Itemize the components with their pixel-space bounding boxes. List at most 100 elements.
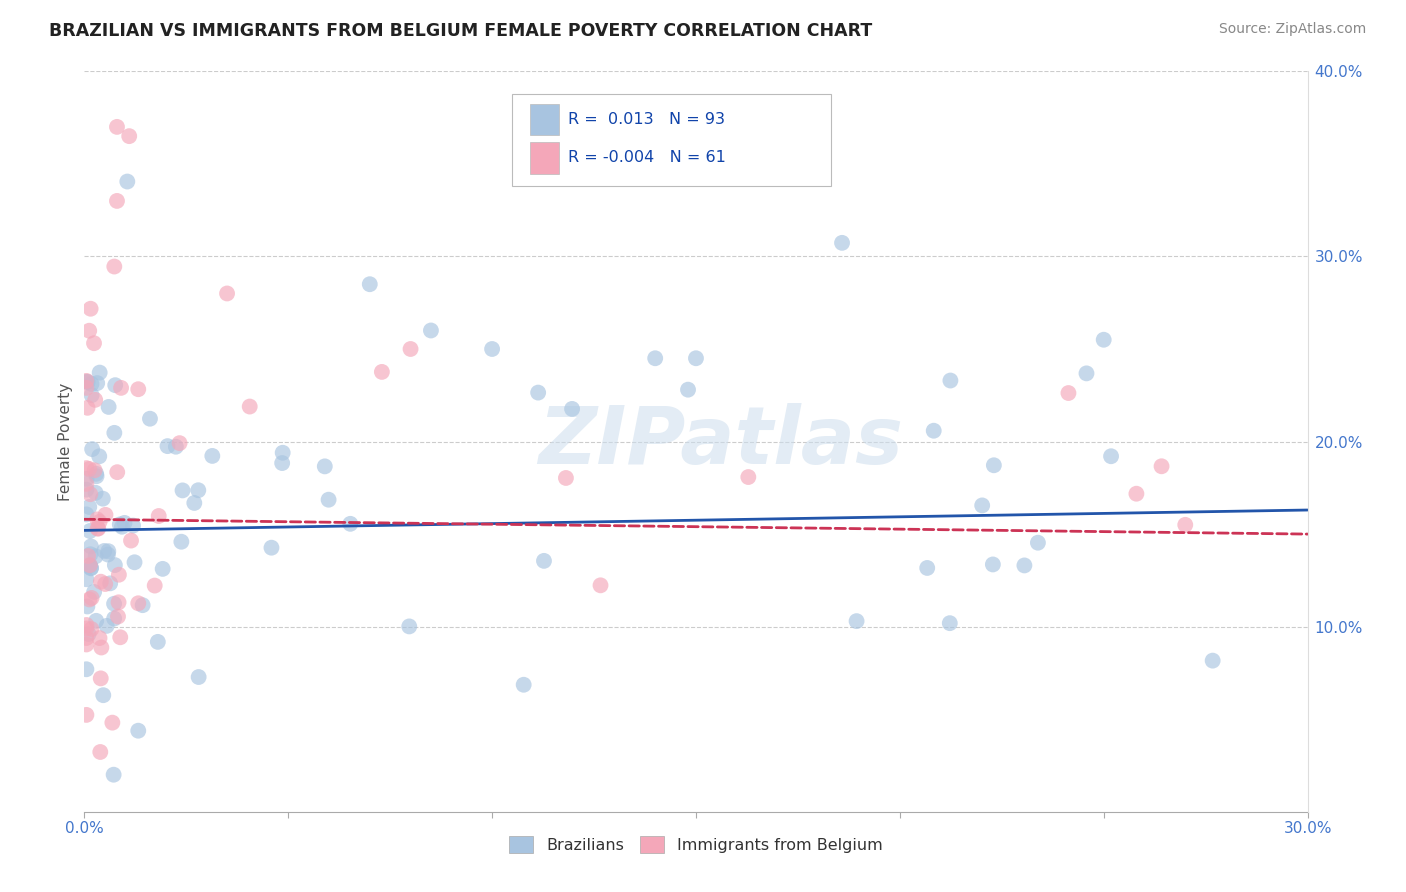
Point (1150, 459, 1173, 474)
Point (75, 572, 97, 586)
Point (1014, 558, 1036, 573)
Point (84, 467, 107, 481)
Point (143, 578, 166, 592)
Text: R = -0.004   N = 61: R = -0.004 N = 61 (568, 151, 725, 166)
Point (165, 440, 187, 454)
Point (527, 385, 550, 400)
Point (1076, 367, 1098, 381)
Point (533, 554, 555, 568)
Point (104, 558, 127, 573)
Point (371, 365, 394, 379)
Point (80, 560, 103, 574)
Point (555, 471, 578, 485)
Text: ZIPatlas: ZIPatlas (538, 402, 903, 481)
Point (86, 376, 108, 390)
FancyBboxPatch shape (513, 94, 831, 186)
Point (80, 561, 103, 575)
Point (685, 351, 707, 366)
Point (76, 375, 98, 389)
Point (82, 442, 104, 456)
Point (146, 635, 169, 649)
Point (1099, 449, 1122, 463)
Point (83, 463, 105, 477)
Point (83, 336, 105, 351)
Point (97, 548, 120, 562)
Point (75, 374, 97, 388)
FancyBboxPatch shape (530, 143, 560, 174)
Point (398, 619, 420, 633)
Point (339, 516, 361, 531)
Point (105, 465, 128, 479)
Point (127, 723, 149, 738)
Point (127, 382, 149, 396)
Point (644, 351, 666, 366)
Point (90, 672, 112, 686)
Point (169, 436, 191, 450)
Point (80, 388, 103, 402)
Point (972, 499, 994, 513)
Point (91, 491, 114, 506)
Point (922, 424, 945, 438)
Point (103, 597, 125, 611)
Point (939, 374, 962, 388)
Point (75, 381, 97, 395)
Y-axis label: Female Poverty: Female Poverty (58, 383, 73, 500)
Point (271, 446, 294, 460)
Point (98, 576, 121, 591)
Point (845, 614, 868, 628)
Point (89, 631, 111, 645)
Point (80, 540, 103, 554)
Point (97, 544, 120, 558)
Text: R =  0.013   N = 93: R = 0.013 N = 93 (568, 112, 724, 127)
Point (75, 622, 97, 636)
Point (97, 400, 120, 414)
Point (105, 120, 128, 134)
Point (84, 392, 107, 407)
Point (239, 400, 262, 414)
Point (84, 614, 107, 628)
Point (79, 592, 101, 607)
Point (77, 324, 100, 338)
Point (94, 508, 117, 522)
Point (103, 767, 125, 781)
Point (75, 707, 97, 722)
Point (589, 578, 612, 592)
Point (103, 425, 125, 440)
Point (152, 562, 174, 576)
Point (75, 461, 97, 475)
Point (75, 662, 97, 676)
Point (76, 472, 98, 486)
Point (399, 342, 422, 356)
Point (79, 558, 101, 573)
Point (77, 500, 100, 514)
Point (87, 522, 110, 536)
Point (89, 366, 111, 380)
Point (110, 381, 132, 395)
Point (86, 469, 108, 483)
Point (80, 376, 103, 391)
Point (481, 342, 503, 356)
Text: BRAZILIAN VS IMMIGRANTS FROM BELGIUM FEMALE POVERTY CORRELATION CHART: BRAZILIAN VS IMMIGRANTS FROM BELGIUM FEM… (49, 22, 873, 40)
Point (76, 599, 98, 614)
Point (131, 598, 153, 612)
Point (359, 277, 381, 292)
Point (111, 519, 134, 533)
Point (105, 194, 128, 208)
Point (79, 524, 101, 538)
Point (737, 470, 759, 484)
Point (110, 630, 132, 644)
Point (122, 518, 145, 533)
Point (170, 534, 193, 549)
Point (187, 483, 209, 498)
Point (172, 483, 194, 498)
Point (77, 549, 100, 563)
Point (420, 324, 443, 338)
Point (983, 458, 1005, 473)
Point (118, 129, 141, 144)
Point (156, 439, 179, 453)
Point (80, 591, 103, 605)
Point (201, 449, 224, 463)
Point (86, 512, 108, 526)
Point (183, 496, 205, 510)
Point (90, 640, 112, 655)
